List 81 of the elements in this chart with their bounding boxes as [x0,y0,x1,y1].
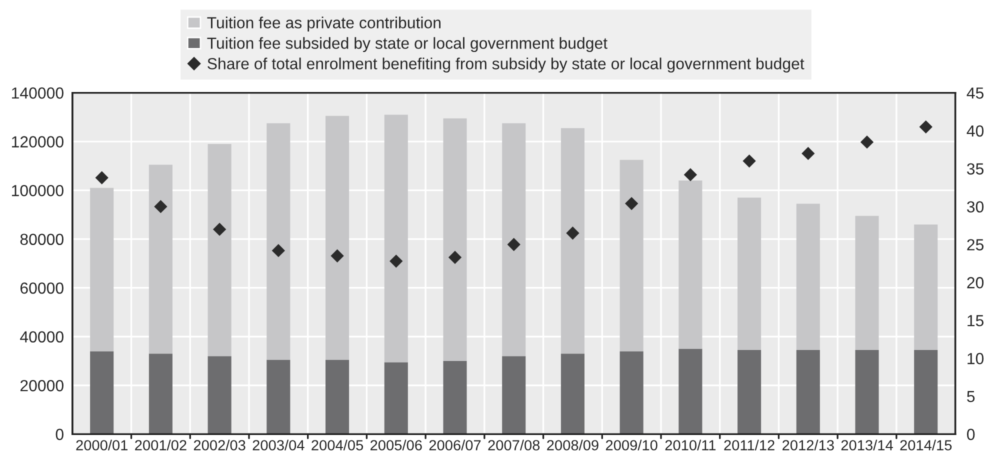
bar [502,356,526,434]
bar [208,356,232,434]
x-tick-label: 2004/05 [312,440,364,450]
bar [560,128,584,354]
y2-tick-label: 5 [967,391,975,402]
bar [90,188,114,352]
y2-tick-label: 35 [967,163,984,175]
y-tick-label: 120000 [12,136,64,148]
y-tick-label: 100000 [12,184,64,196]
x-tick-label: 2003/04 [252,440,304,450]
bar [326,116,350,360]
x-tick-label: 2011/12 [724,440,774,450]
x-tick-label: 2005/06 [370,440,422,450]
y2-tick-label: 25 [967,239,984,250]
bar [855,350,879,434]
y-tick-label: 140000 [12,87,64,99]
point [860,135,874,149]
point [802,146,815,160]
point [919,120,932,134]
bar [738,198,762,350]
bar [266,360,290,434]
y2-tick-label: 45 [966,88,984,99]
bar [148,164,172,354]
point [624,196,638,210]
x-tick-label: 2010/11 [665,440,716,450]
bar [326,360,350,434]
point [154,200,168,214]
point [566,226,580,240]
bar [384,362,408,434]
x-tick-label: 2009/10 [606,440,658,450]
legend-label: Tuition fee as private contribution [207,16,440,32]
bar [620,160,644,352]
y2-tick-label: 30 [967,201,984,213]
y-tick-label: 20000 [20,380,64,392]
point [684,168,698,182]
legend-label: Tuition fee subsided by state or local government budget [207,37,608,52]
point [95,171,108,184]
bar [738,350,762,434]
y2-tick-label: 20 [967,277,984,288]
legend-label: Share of total enrolment benefiting from subsidy by state or local government budget [208,58,804,73]
bar [914,224,938,350]
bar [560,354,584,434]
x-tick-label: 2000/01 [76,440,128,450]
bar [502,123,526,356]
bar [443,360,467,434]
bar [796,204,820,350]
bar [443,118,467,361]
x-tick-label: 2013/14 [841,440,893,450]
y2-tick-label: 40 [966,125,984,137]
x-tick-label: 2006/07 [429,440,481,450]
bar [855,216,879,350]
bar [796,350,820,434]
point [212,222,226,236]
bar [678,180,702,349]
x-tick-label: 2008/09 [547,440,598,450]
bar [90,351,114,434]
y2-tick-label: 0 [967,428,975,440]
bar [914,350,938,434]
bar [384,114,408,362]
point [330,249,344,262]
y-tick-label: 80000 [20,234,64,246]
x-tick-label: 2001/02 [135,440,186,450]
point [507,238,520,252]
point [272,244,286,258]
bar [266,123,290,360]
x-tick-label: 2014/15 [900,440,952,450]
y2-tick-label: 15 [968,315,984,326]
y-tick-label: 60000 [20,282,64,294]
point [390,254,403,268]
y-tick-label: 0 [56,428,64,440]
x-tick-label: 2012/13 [782,440,834,450]
bar [208,144,232,356]
bar [678,348,702,434]
point [742,154,756,168]
x-tick-label: 2002/03 [194,440,246,450]
bar [620,351,644,434]
y2-tick-label: 10 [968,352,984,364]
point [448,250,462,264]
x-tick-label: 2007/08 [488,440,540,450]
bar [148,354,172,434]
y-tick-label: 40000 [20,331,64,343]
